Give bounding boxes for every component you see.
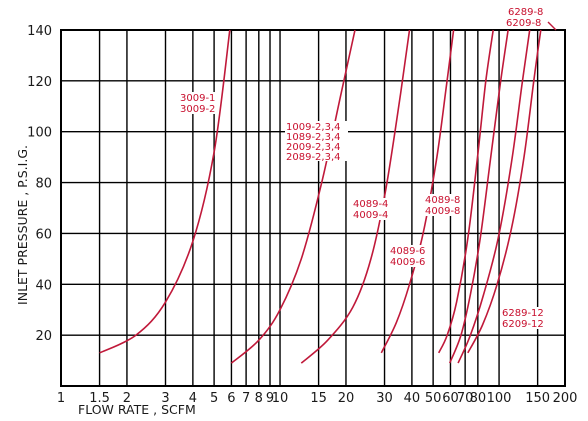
series-line-6	[448, 29, 509, 364]
curve-label: 4089-4	[353, 199, 388, 210]
top-label-6289-8: 6289-8	[508, 7, 543, 18]
curve-label-bg	[389, 245, 428, 256]
y-tick-labels: 20 40 60 80 100 120 140	[27, 24, 52, 344]
curve-label-bg	[424, 194, 463, 205]
curve-label-bg	[424, 205, 463, 216]
y-tick-label: 60	[35, 227, 52, 242]
curve-label-bg	[179, 92, 218, 103]
curve-label: 4089-8	[425, 195, 460, 206]
curve-label: 3009-1	[180, 93, 215, 104]
x-tick-label: 20	[338, 391, 355, 406]
curve-label-bg	[179, 103, 218, 114]
y-tick-label: 140	[27, 24, 52, 39]
x-tick-label: 1.5	[89, 391, 110, 406]
x-tick-label: 8	[255, 391, 263, 406]
series-line-7	[457, 29, 531, 364]
x-tick-label: 80	[470, 391, 487, 406]
top-label-leader	[547, 21, 557, 31]
x-tick-label: 6	[227, 391, 235, 406]
x-tick-label: 70	[457, 391, 474, 406]
curve-label: 4009-6	[390, 257, 425, 268]
x-tick-label: 30	[376, 391, 393, 406]
series-line-2	[230, 29, 356, 364]
plot-frame	[60, 29, 566, 387]
curve-label: 4009-8	[425, 206, 460, 217]
curve-label: 4089-6	[390, 246, 425, 257]
x-tick-label: 9	[266, 391, 274, 406]
curve-label-bg	[285, 121, 348, 131]
curve-label-bg	[501, 318, 546, 329]
series-line-3	[300, 29, 411, 364]
y-tick-label: 100	[27, 126, 52, 141]
x-tick-label: 15	[310, 391, 327, 406]
x-tick-label: 2	[123, 391, 131, 406]
x-tick-label: 5	[210, 391, 218, 406]
y-tick-label: 80	[35, 177, 52, 192]
curve-label-bg	[352, 209, 391, 220]
curve-label-bg	[389, 256, 428, 267]
grid	[60, 29, 566, 387]
curve-label-bg	[285, 141, 348, 151]
curve-label-bg	[501, 307, 546, 318]
series-line-5	[437, 29, 494, 354]
x-tick-label: 3	[161, 391, 169, 406]
curve-label-bg	[285, 131, 348, 141]
top-label-6209-8: 6209-8	[506, 18, 541, 29]
y-tick-label: 40	[35, 278, 52, 293]
series-line-1	[99, 29, 231, 354]
curves	[99, 29, 542, 364]
curve-label-bg	[285, 151, 348, 161]
x-tick-label: 40	[404, 391, 421, 406]
series-line-8	[467, 29, 542, 354]
x-tick-label: 150	[525, 391, 550, 406]
x-tick-label: 100	[487, 391, 512, 406]
curve-label-bg	[352, 198, 391, 209]
x-tick-label: 1	[57, 391, 65, 406]
curve-label: 6289-12	[502, 308, 544, 319]
x-tick-label: 10	[272, 391, 289, 406]
curve-label: 2009-2,3,4	[286, 142, 341, 153]
curve-label: 1009-2,3,4	[286, 122, 341, 133]
y-tick-label: 20	[35, 329, 52, 344]
curve-label: 4009-4	[353, 210, 388, 221]
x-tick-label: 50	[425, 391, 442, 406]
x-tick-label: 200	[553, 391, 578, 406]
y-axis-title: INLET PRESSURE , P.S.I.G.	[15, 145, 30, 305]
x-tick-label: 60	[442, 391, 459, 406]
x-tick-label: 7	[242, 391, 250, 406]
curve-label: 6209-12	[502, 319, 544, 330]
curve-label: 2089-2,3,4	[286, 152, 341, 163]
y-tick-label: 120	[27, 75, 52, 90]
curve-label: 3009-2	[180, 104, 215, 115]
x-axis-title: FLOW RATE , SCFM	[78, 402, 196, 417]
series-line-4	[380, 29, 455, 354]
curve-label: 1089-2,3,4	[286, 132, 341, 143]
x-tick-label: 4	[189, 391, 197, 406]
